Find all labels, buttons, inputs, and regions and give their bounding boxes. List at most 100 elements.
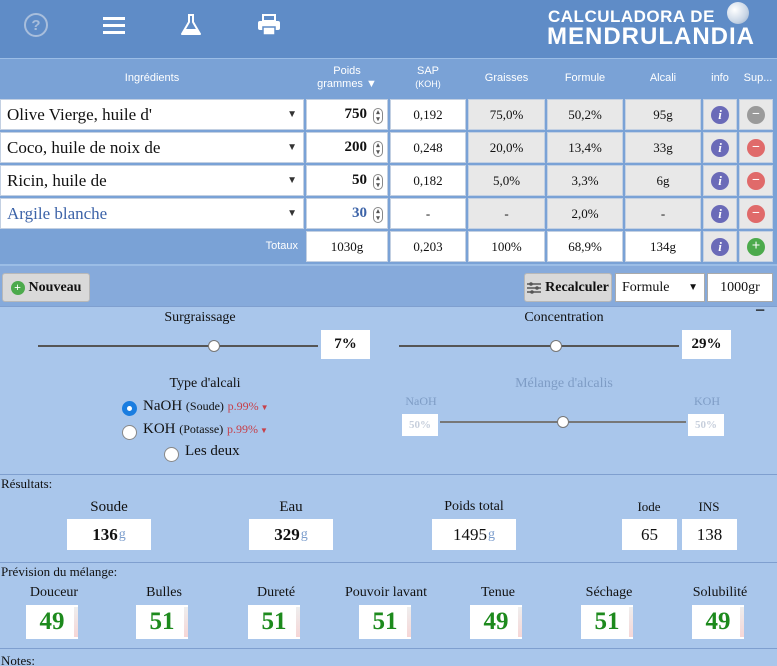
- flask-icon[interactable]: [176, 10, 206, 40]
- remove-icon: −: [747, 204, 765, 223]
- weight-value: 50: [352, 172, 367, 188]
- koh-option[interactable]: KOH (Potasse) p.99% ▼: [143, 421, 268, 438]
- menu-icon[interactable]: [99, 10, 129, 40]
- header-weight-line2-wrap: grammes ▼: [317, 78, 377, 91]
- header-weight-line2: grammes: [317, 78, 363, 90]
- dropdown-arrow-icon: ▼: [287, 142, 297, 153]
- header-sap-line1: SAP: [416, 65, 439, 77]
- weight-input[interactable]: 200 ▴ ▾: [306, 132, 388, 163]
- totals-info-button[interactable]: i: [703, 231, 737, 262]
- info-button[interactable]: i: [703, 198, 737, 229]
- ingredient-select[interactable]: Ricin, huile de ▼: [0, 165, 304, 196]
- ins-value: 138: [682, 519, 737, 550]
- total-weight-unit: g: [488, 526, 495, 542]
- fat-cell: 5,0%: [468, 165, 545, 196]
- hardness-label: Dureté: [256, 585, 296, 600]
- dropdown-arrow-icon: ▼: [258, 426, 268, 435]
- superfat-slider-track[interactable]: [38, 345, 318, 347]
- weight-input[interactable]: 50 ▴ ▾: [306, 165, 388, 196]
- concentration-slider-thumb[interactable]: [549, 340, 562, 352]
- mode-select[interactable]: Formule ▼: [615, 273, 705, 302]
- recalculate-button[interactable]: Recalculer: [524, 273, 612, 302]
- spinner-icon[interactable]: ▴ ▾: [373, 207, 383, 223]
- info-icon: i: [711, 105, 729, 124]
- weight-input[interactable]: 30 ▴ ▾: [306, 198, 388, 229]
- concentration-value[interactable]: 29%: [682, 330, 731, 359]
- bubbles-label: Bulles: [146, 585, 182, 600]
- header-weight[interactable]: Poids grammes ▼: [306, 59, 388, 97]
- soda-unit: g: [118, 526, 126, 542]
- delete-button[interactable]: −: [739, 198, 773, 229]
- total-weight-value: 1495 g: [432, 519, 516, 550]
- ingredient-select[interactable]: Argile blanche ▼: [0, 198, 304, 229]
- fat-cell: 75,0%: [468, 99, 545, 130]
- formula-cell: 2,0%: [547, 198, 623, 229]
- info-icon: i: [711, 138, 729, 157]
- formula-cell: 13,4%: [547, 132, 623, 163]
- formula-cell: 50,2%: [547, 99, 623, 130]
- cleansing-label: Pouvoir lavant: [344, 585, 428, 600]
- sap-cell: 0,192: [390, 99, 466, 130]
- superfat-value[interactable]: 7%: [321, 330, 370, 359]
- both-label[interactable]: Les deux: [185, 443, 240, 459]
- naoh-purity[interactable]: p.99%: [227, 399, 259, 413]
- new-button-label: Nouveau: [28, 279, 82, 295]
- weight-input[interactable]: 750 ▴ ▾: [306, 99, 388, 130]
- header-fat: Graisses: [484, 71, 529, 84]
- ingredient-name: Coco, huile de noix de: [7, 137, 161, 157]
- koh-radio[interactable]: [122, 425, 137, 440]
- solubility-label: Solubilité: [692, 585, 748, 600]
- ingredient-select[interactable]: Coco, huile de noix de ▼: [0, 132, 304, 163]
- dropdown-arrow-icon: ▼: [258, 403, 269, 412]
- header-sap-line2: (KOH): [415, 79, 441, 89]
- sliders-icon: [527, 281, 542, 294]
- koh-purity[interactable]: p.99%: [227, 422, 258, 436]
- info-button[interactable]: i: [703, 99, 737, 130]
- naoh-radio[interactable]: [122, 401, 137, 416]
- fat-cell: 20,0%: [468, 132, 545, 163]
- total-formula: 68,9%: [547, 231, 623, 262]
- collapse-icon[interactable]: −: [755, 300, 766, 320]
- alkali-cell: -: [625, 198, 701, 229]
- mix-slider-thumb: [557, 416, 569, 428]
- info-icon: i: [711, 237, 729, 256]
- mix-koh-label: KOH: [694, 394, 720, 408]
- delete-button[interactable]: −: [739, 132, 773, 163]
- alkali-cell: 33g: [625, 132, 701, 163]
- help-icon[interactable]: ?: [21, 10, 51, 40]
- total-sap: 0,203: [390, 231, 466, 262]
- ingredient-name: Ricin, huile de: [7, 170, 107, 190]
- ingredient-select[interactable]: Olive Vierge, huile d' ▼: [0, 99, 304, 130]
- info-button[interactable]: i: [703, 132, 737, 163]
- spinner-icon[interactable]: ▴ ▾: [373, 174, 383, 190]
- delete-button[interactable]: −: [739, 99, 773, 130]
- total-weight-input[interactable]: 1000gr: [707, 273, 773, 302]
- print-icon[interactable]: [254, 10, 284, 40]
- info-icon: i: [711, 171, 729, 190]
- add-ingredient-button[interactable]: +: [739, 231, 773, 262]
- notes-title: Notes:: [1, 653, 35, 666]
- weight-value: 750: [344, 106, 368, 122]
- totals-label: Totaux: [265, 240, 298, 252]
- plus-icon: +: [747, 237, 765, 256]
- both-radio[interactable]: [164, 447, 179, 462]
- ingredient-name: Argile blanche: [7, 203, 108, 223]
- naoh-option[interactable]: NaOH (Soude) p.99% ▼: [143, 398, 269, 415]
- new-button[interactable]: + Nouveau: [2, 273, 90, 302]
- delete-button[interactable]: −: [739, 165, 773, 196]
- naoh-label: NaOH: [143, 398, 183, 414]
- concentration-slider-track[interactable]: [399, 345, 679, 347]
- recalculate-button-label: Recalculer: [545, 279, 609, 295]
- dropdown-arrow-icon: ▼: [287, 109, 297, 120]
- superfat-slider-thumb[interactable]: [208, 340, 221, 352]
- spinner-icon[interactable]: ▴ ▾: [373, 141, 383, 157]
- soda-value: 136 g: [67, 519, 151, 550]
- concentration-label: Concentration: [524, 310, 604, 325]
- spinner-icon[interactable]: ▴ ▾: [373, 108, 383, 124]
- koh-sub: (Potasse): [179, 422, 224, 436]
- mix-koh-value: 50%: [688, 414, 724, 436]
- info-button[interactable]: i: [703, 165, 737, 196]
- soda-label: Soude: [90, 499, 128, 515]
- header-delete: Sup...: [743, 71, 773, 84]
- mode-select-value: Formule: [622, 279, 670, 295]
